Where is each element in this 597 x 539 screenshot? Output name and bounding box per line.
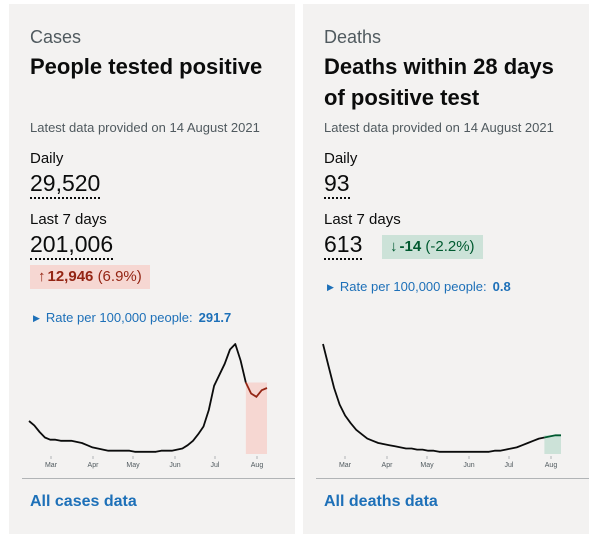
deaths-change-badge: ↓ -14 (-2.2%)	[382, 235, 483, 259]
deaths-divider	[316, 478, 589, 479]
recent-series-line	[544, 434, 561, 439]
cases-rate-value: 291.7	[198, 310, 232, 325]
deaths-kicker: Deaths	[324, 27, 382, 47]
cases-week-label: Last 7 days	[30, 211, 107, 228]
cases-updated-text: Latest data provided on 14 August 2021	[30, 120, 260, 135]
series-line	[28, 343, 247, 453]
recent-series-line	[244, 382, 268, 398]
cases-card: Cases People tested positive Latest data…	[9, 4, 295, 534]
all-cases-data-link[interactable]: All cases data	[30, 493, 137, 510]
cases-change-badge: ↑ 12,946 (6.9%)	[30, 265, 150, 289]
deaths-heading: Deaths within 28 days of positive test	[324, 54, 554, 110]
x-tick-label: Jul	[211, 462, 220, 469]
cases-rate-toggle[interactable]: ▶ Rate per 100,000 people: 291.7	[33, 310, 231, 325]
deaths-rate-label: Rate per 100,000 people:	[339, 279, 487, 294]
triangle-right-icon: ▶	[327, 282, 334, 292]
x-tick-label: Aug	[545, 462, 558, 469]
deaths-card: Deaths Deaths within 28 days of positive…	[303, 4, 589, 534]
deaths-week-value[interactable]: 613	[324, 231, 363, 260]
deaths-updated-text: Latest data provided on 14 August 2021	[324, 120, 554, 135]
x-tick-label: Aug	[251, 462, 264, 469]
deaths-daily-value[interactable]: 93	[324, 170, 350, 199]
cases-change-value: 12,946	[47, 268, 94, 285]
deaths-rate-value: 0.8	[492, 279, 511, 294]
arrow-up-icon: ↑	[38, 268, 46, 285]
cases-week-value[interactable]: 201,006	[30, 231, 114, 260]
cases-sparkline-chart: Mar Apr May Jun Jul Aug	[28, 343, 268, 469]
deaths-sparkline-chart: Mar Apr May Jun Jul Aug	[322, 343, 561, 469]
x-tick-label: May	[420, 462, 434, 469]
cases-rate-label: Rate per 100,000 people:	[45, 310, 193, 325]
cases-daily-label: Daily	[30, 150, 64, 167]
recent-period-highlight	[544, 435, 561, 454]
triangle-right-icon: ▶	[33, 313, 40, 323]
x-tick-label: Jun	[169, 462, 180, 469]
x-tick-label: Mar	[45, 462, 58, 469]
series-line	[322, 343, 545, 453]
deaths-daily-label: Daily	[324, 150, 358, 167]
x-tick-label: Mar	[339, 462, 352, 469]
cases-heading: People tested positive	[30, 54, 263, 79]
recent-period-highlight	[245, 382, 267, 454]
x-tick-label: Apr	[88, 462, 100, 469]
x-tick-label: Jul	[505, 462, 514, 469]
deaths-week-label: Last 7 days	[324, 211, 401, 228]
cases-change-percent: (6.9%)	[97, 268, 142, 285]
cases-daily-value[interactable]: 29,520	[30, 170, 101, 199]
arrow-down-icon: ↓	[390, 238, 398, 255]
deaths-rate-toggle[interactable]: ▶ Rate per 100,000 people: 0.8	[327, 279, 511, 294]
deaths-change-value: -14	[399, 238, 422, 255]
cases-divider	[22, 478, 295, 479]
x-tick-label: May	[126, 462, 140, 469]
deaths-change-percent: (-2.2%)	[425, 238, 475, 255]
x-tick-label: Jun	[463, 462, 474, 469]
all-deaths-data-link[interactable]: All deaths data	[324, 493, 438, 510]
x-tick-label: Apr	[382, 462, 394, 469]
cases-kicker: Cases	[30, 27, 82, 47]
